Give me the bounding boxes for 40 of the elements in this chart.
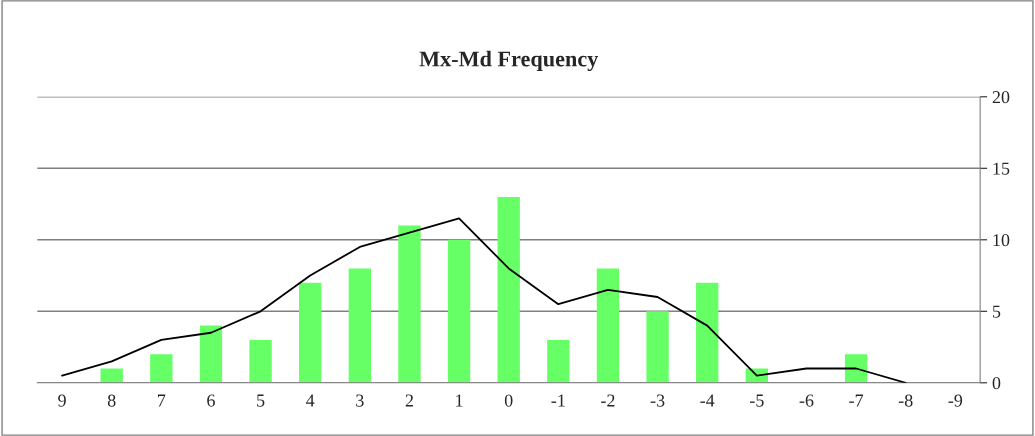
- bar: [398, 225, 421, 383]
- x-tick-label: 8: [107, 394, 116, 407]
- x-tick-label: -3: [650, 394, 665, 407]
- y2-tick-label: 0: [992, 377, 1001, 390]
- x-tick-label: -2: [601, 394, 615, 407]
- x-tick-label: 7: [158, 394, 166, 407]
- bar: [199, 325, 223, 383]
- line-series: [61, 217, 907, 383]
- bar: [299, 282, 322, 383]
- x-tick-label: 5: [257, 394, 265, 407]
- x-tick-label: 0: [504, 394, 513, 407]
- y2-tick-label: 5: [993, 305, 1001, 318]
- x-tick-label: -6: [799, 394, 814, 407]
- x-tick-label: 4: [306, 394, 315, 407]
- y2-tick-label: 20: [992, 91, 1010, 104]
- x-tick-label: -9: [948, 394, 963, 407]
- x-tick-label: -5: [749, 394, 764, 407]
- bar: [844, 354, 868, 383]
- x-tick-label: 2: [405, 394, 413, 407]
- x-tick-label: -1: [551, 394, 565, 407]
- bar: [696, 282, 719, 383]
- bar: [150, 354, 173, 383]
- chart-title: Mx-Md Frequency: [419, 50, 599, 72]
- x-tick-label: 6: [207, 394, 215, 407]
- bar: [497, 196, 520, 383]
- bar: [646, 311, 669, 383]
- x-tick-label: -7: [849, 394, 864, 407]
- bar: [249, 339, 272, 383]
- bar: [447, 239, 471, 383]
- x-tick-label: 9: [58, 394, 66, 407]
- y2-tick-label: 15: [993, 162, 1010, 175]
- bar: [348, 268, 371, 383]
- x-tick-label: 1: [456, 394, 463, 407]
- x-tick-label: -8: [898, 394, 913, 407]
- y2-tick-label: 10: [993, 234, 1010, 247]
- bar: [596, 268, 620, 383]
- bar: [100, 368, 123, 383]
- x-tick-label: 3: [356, 394, 364, 407]
- bar: [547, 339, 570, 383]
- x-tick-label: -4: [700, 394, 715, 407]
